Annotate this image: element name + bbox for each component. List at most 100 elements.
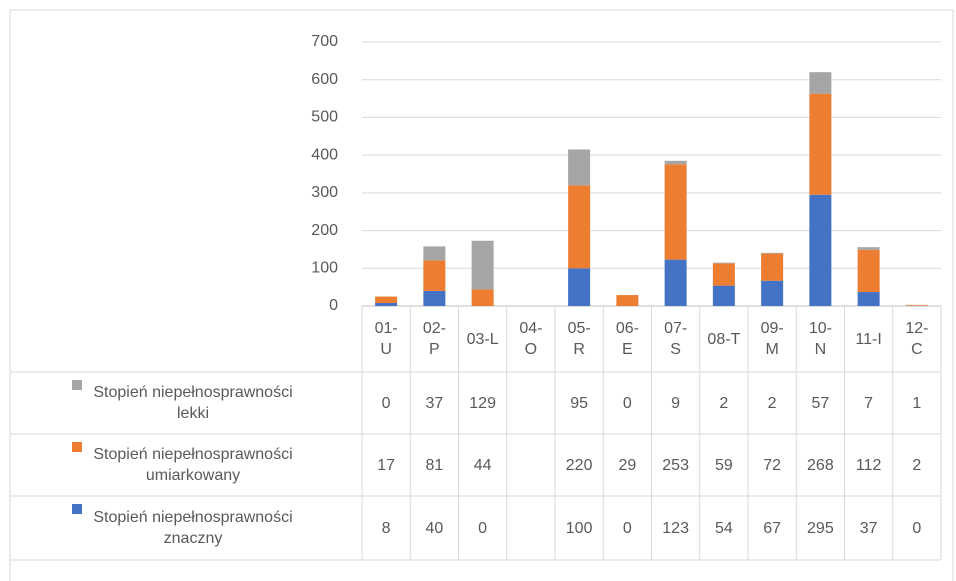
- table-value: 37: [860, 520, 878, 537]
- table-value: 2: [768, 395, 777, 412]
- bar-segment: [423, 260, 446, 291]
- category-label: 05-R: [567, 320, 591, 358]
- x-tick-label: 11-I: [845, 306, 893, 372]
- bar-segment: [712, 262, 735, 264]
- y-tick-label: 500: [311, 109, 338, 126]
- bar-segment: [423, 290, 446, 306]
- bar-segment: [616, 295, 639, 306]
- table-value: 2: [912, 457, 921, 474]
- table-value: 40: [425, 520, 443, 537]
- y-tick-label: 100: [311, 260, 338, 277]
- y-tick-label: 200: [311, 222, 338, 239]
- table-value: 268: [807, 457, 834, 474]
- bar-segment: [471, 289, 494, 306]
- table-value: 57: [811, 395, 829, 412]
- table-value: 112: [856, 457, 882, 474]
- category-label: 03-L: [466, 330, 499, 348]
- y-tick-label: 700: [311, 33, 338, 50]
- category-label: 09-M: [760, 320, 784, 358]
- bar-segment: [809, 93, 832, 195]
- x-tick-label: 08-T: [700, 306, 748, 372]
- legend-swatch: [71, 504, 82, 514]
- bar-segment: [568, 185, 591, 269]
- category-label: 02-P: [422, 320, 446, 358]
- bar-segment: [568, 149, 591, 186]
- table-value: 29: [618, 457, 636, 474]
- x-tick-label: 07-S: [652, 306, 700, 372]
- x-tick-label: 12-C: [893, 306, 941, 372]
- x-tick-label: 03-L: [459, 306, 507, 372]
- x-tick-label: 04-O: [507, 306, 555, 372]
- table-value: 0: [623, 520, 632, 537]
- table-value: 67: [763, 520, 781, 537]
- legend-swatch: [71, 442, 82, 452]
- table-value: 17: [377, 457, 395, 474]
- bar-segment: [809, 72, 832, 94]
- table-value: 9: [671, 395, 680, 412]
- x-tick-label: 09-M: [748, 306, 796, 372]
- bar-segment: [664, 164, 687, 260]
- table-value: 0: [912, 520, 921, 537]
- table-value: 8: [382, 520, 391, 537]
- legend-label: Stopień niepełnosprawności lekki: [93, 384, 293, 422]
- x-tick-label: 02-P: [410, 306, 458, 372]
- bar-segment: [375, 302, 398, 306]
- table-value: 0: [478, 520, 487, 537]
- table-value: 123: [662, 520, 689, 537]
- category-label: 12-C: [905, 320, 929, 358]
- category-label: 06-E: [615, 320, 639, 358]
- x-tick-label: 05-R: [555, 306, 603, 372]
- legend-label: Stopień niepełnosprawności umiarkowany: [93, 446, 293, 484]
- bar-segment: [568, 268, 591, 306]
- table-value: 59: [715, 457, 733, 474]
- legend-entry: Stopień niepełnosprawności lekki: [10, 372, 362, 434]
- table-value: 81: [425, 457, 443, 474]
- bar-segment: [664, 259, 687, 306]
- bar-segment: [761, 252, 784, 254]
- bar-segment: [857, 247, 880, 250]
- category-label: 08-T: [707, 330, 741, 348]
- table-value: 253: [662, 457, 689, 474]
- legend-swatch: [71, 380, 82, 390]
- bar-segment: [375, 296, 398, 303]
- bar-segment: [905, 305, 928, 306]
- bar-segment: [857, 292, 880, 306]
- category-label: 01-U: [374, 320, 398, 358]
- bar-segment: [857, 249, 880, 293]
- table-value: 37: [425, 395, 443, 412]
- bar-segment: [809, 194, 832, 306]
- y-tick-label: 300: [311, 184, 338, 201]
- category-label: 04-O: [519, 320, 543, 358]
- legend-entry: Stopień niepełnosprawności znaczny: [10, 496, 362, 560]
- legend-entry: Stopień niepełnosprawności umiarkowany: [10, 434, 362, 496]
- bar-segment: [712, 263, 735, 286]
- table-value: 129: [469, 395, 496, 412]
- table-value: 54: [715, 520, 733, 537]
- table-value: 95: [570, 395, 588, 412]
- y-tick-label: 0: [329, 297, 338, 314]
- category-label: 07-S: [664, 320, 688, 358]
- table-value: 7: [864, 395, 873, 412]
- table-value: 1: [912, 395, 921, 412]
- x-tick-label: 10-N: [796, 306, 844, 372]
- table-value: 44: [474, 457, 492, 474]
- table-value: 2: [719, 395, 728, 412]
- y-tick-label: 600: [311, 71, 338, 88]
- bar-segment: [471, 240, 494, 290]
- bar-segment: [761, 280, 784, 306]
- bar-segment: [712, 285, 735, 306]
- table-value: 0: [382, 395, 391, 412]
- legend-label: Stopień niepełnosprawności znaczny: [93, 509, 293, 547]
- category-label: 10-N: [808, 320, 832, 358]
- table-value: 295: [807, 520, 834, 537]
- bar-segment: [664, 160, 687, 165]
- table-value: 220: [566, 457, 593, 474]
- table-value: 100: [566, 520, 593, 537]
- table-value: 0: [623, 395, 632, 412]
- bar-segment: [423, 246, 446, 261]
- x-tick-label: 06-E: [603, 306, 651, 372]
- table-value: 72: [763, 457, 781, 474]
- y-tick-label: 400: [311, 146, 338, 163]
